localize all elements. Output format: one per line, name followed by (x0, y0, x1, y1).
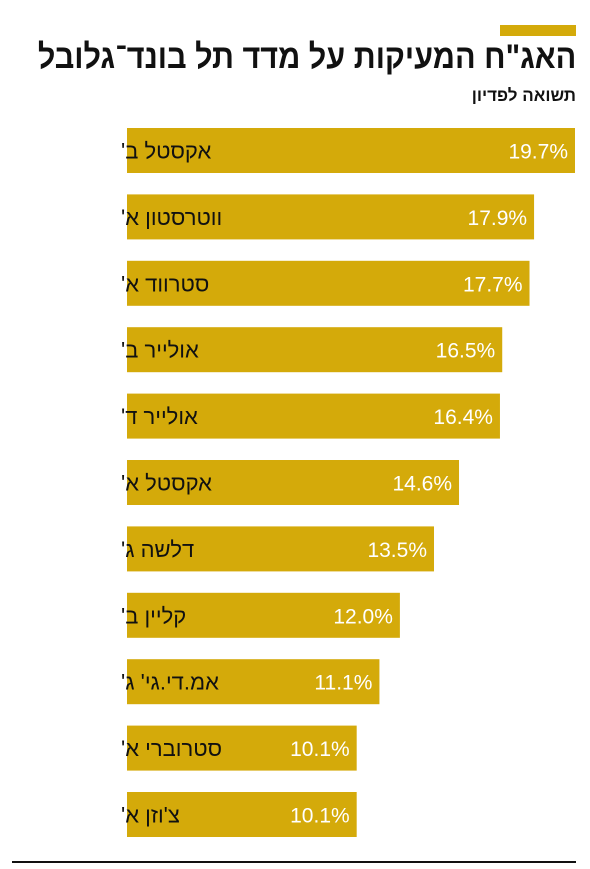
title-accent-bar (500, 25, 576, 36)
value-label: 11.1% (314, 672, 372, 695)
category-label: ווטרסטון א' (121, 205, 222, 230)
category-label: קליין ב' (121, 603, 186, 628)
bar (127, 526, 435, 572)
bar (127, 327, 503, 373)
category-label: אקסטל ב' (121, 139, 211, 164)
bar (127, 194, 535, 240)
category-label: סטרווד א' (121, 271, 209, 296)
category-label: צ'וזן א' (121, 803, 180, 828)
value-label: 12.0% (333, 605, 393, 628)
category-label: אקסטל א' (121, 471, 212, 496)
bar (127, 460, 460, 505)
value-label: 10.1% (290, 738, 350, 761)
bar (127, 592, 400, 638)
value-label: 10.1% (290, 805, 350, 828)
bar (127, 792, 357, 837)
category-label: סטרוברי א' (121, 736, 222, 761)
bar (127, 659, 380, 705)
value-label: 19.7% (508, 141, 568, 164)
value-label: 14.6% (392, 473, 452, 496)
category-label: אולייר ד' (121, 404, 198, 429)
value-label: 13.5% (367, 539, 427, 562)
value-label: 17.7% (463, 273, 523, 296)
category-label: אולייר ב' (121, 338, 199, 363)
bar (127, 725, 357, 771)
bottom-rule (12, 861, 576, 863)
bar (127, 260, 530, 306)
category-label: דלשה ג' (121, 537, 194, 562)
bar (127, 128, 575, 173)
value-label: 16.4% (433, 406, 493, 429)
category-label: אמ.די.גי' ג' (121, 670, 219, 695)
value-label: 17.9% (468, 207, 528, 230)
value-label: 16.5% (436, 340, 496, 363)
bar (127, 393, 500, 439)
chart-subtitle: תשואה לפדיון (471, 86, 576, 105)
chart-title: האג"ח המעיקות על מדד תל בונד־גלובל (37, 38, 576, 76)
